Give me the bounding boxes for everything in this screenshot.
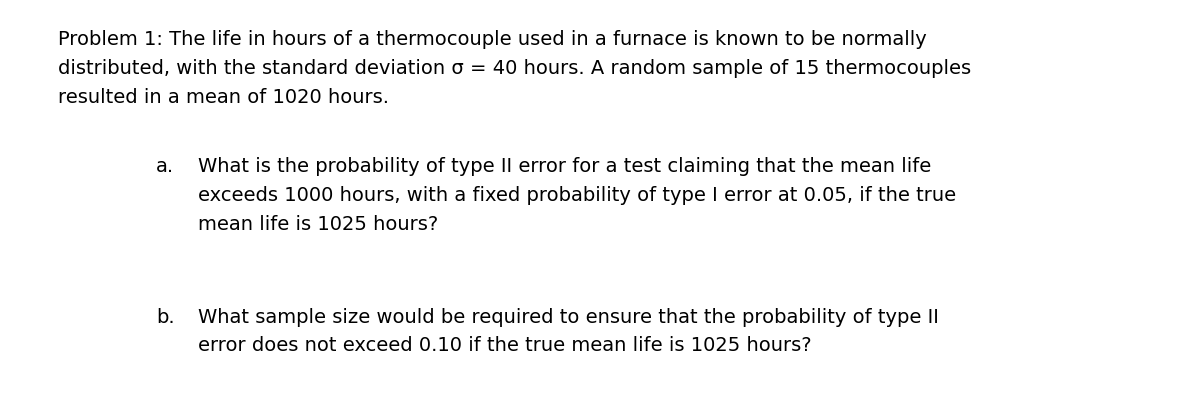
Text: What sample size would be required to ensure that the probability of type II: What sample size would be required to en…	[198, 307, 938, 326]
Text: a.: a.	[156, 156, 174, 175]
Text: What is the probability of type II error for a test claiming that the mean life: What is the probability of type II error…	[198, 156, 931, 175]
Text: error does not exceed 0.10 if the true mean life is 1025 hours?: error does not exceed 0.10 if the true m…	[198, 336, 811, 354]
Text: Problem 1: The life in hours of a thermocouple used in a furnace is known to be : Problem 1: The life in hours of a thermo…	[58, 30, 926, 49]
Text: exceeds 1000 hours, with a fixed probability of type I error at 0.05, if the tru: exceeds 1000 hours, with a fixed probabi…	[198, 185, 956, 204]
Text: mean life is 1025 hours?: mean life is 1025 hours?	[198, 214, 438, 233]
Text: b.: b.	[156, 307, 175, 326]
Text: resulted in a mean of 1020 hours.: resulted in a mean of 1020 hours.	[58, 88, 389, 107]
Text: distributed, with the standard deviation σ = 40 hours. A random sample of 15 the: distributed, with the standard deviation…	[58, 59, 971, 78]
